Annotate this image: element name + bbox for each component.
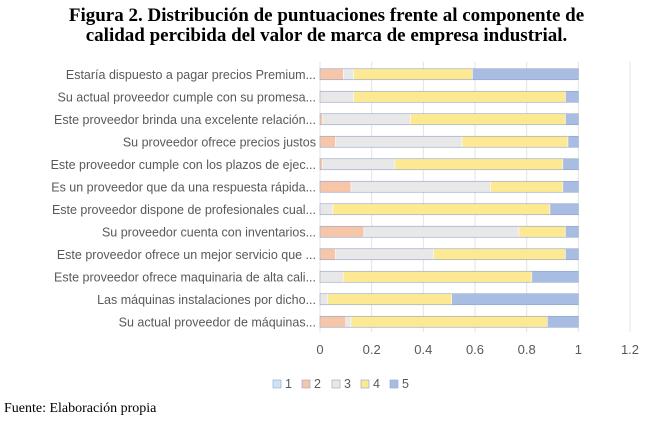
bar-segment-r8-s3 [335, 248, 434, 260]
bar-segment-r5-s5 [562, 181, 579, 193]
bar-segment-r7-s5 [565, 226, 579, 238]
bar-segment-r2-s5 [565, 113, 579, 125]
category-label-10: Las máquinas instalaciones por dicho... [97, 293, 316, 307]
bar-outline-r10 [319, 293, 579, 306]
gridlines [319, 62, 631, 332]
legend-swatch-1 [272, 379, 282, 389]
bar-segment-r4-s5 [562, 158, 579, 170]
category-label-5: Es un proveedor que da una respuesta ráp… [51, 180, 316, 194]
x-tick-label-1: 0.2 [363, 342, 381, 357]
figure-title-line-2: calidad percibida del valor de marca de … [85, 25, 568, 46]
x-tick-label-0: 0 [316, 342, 323, 357]
legend-label-5: 5 [402, 377, 409, 391]
bar-segment-r3-s5 [567, 136, 579, 148]
bar-segment-r4-s4 [394, 158, 564, 170]
bar-segment-r1-s4 [353, 91, 566, 103]
category-label-2: Este proveedor brinda una excelente rela… [54, 113, 316, 127]
bar-segment-r0-s4 [353, 68, 473, 80]
legend-label-4: 4 [373, 377, 380, 391]
bar-outline-r5 [319, 180, 579, 193]
bar-outline-r6 [319, 203, 579, 216]
bar-segment-r8-s2 [319, 248, 336, 260]
bar-outline-r1 [319, 90, 579, 103]
bar-segment-r10-s4 [327, 293, 452, 305]
bar-segment-r11-s5 [547, 316, 579, 328]
legend-label-1: 1 [285, 377, 292, 391]
bar-segment-r7-s2 [319, 226, 365, 238]
bar-outline-r3 [319, 135, 579, 148]
figure-title-line-1: Figura 2. Distribución de puntuaciones f… [68, 5, 585, 26]
bar-segment-r9-s4 [343, 271, 533, 283]
bar-segment-r1-s5 [565, 91, 579, 103]
legend-swatch-4 [360, 379, 370, 389]
x-tick-label-5: 1 [575, 342, 582, 357]
bar-segment-r7-s4 [518, 226, 566, 238]
bar-segment-r8-s5 [565, 248, 579, 260]
bar-segment-r5-s2 [319, 181, 352, 193]
x-tick-label-3: 0.6 [466, 342, 484, 357]
bars [319, 68, 579, 328]
legend-swatch-2 [301, 379, 311, 389]
bar-segment-r9-s3 [319, 271, 344, 283]
category-label-3: Su proveedor ofrece precios justos [123, 135, 316, 149]
bar-outline-r9 [319, 270, 579, 283]
stacked-bar-chart: Estaría dispuesto a pagar precios Premiu… [51, 62, 639, 391]
x-tick-label-6: 1.2 [621, 342, 639, 357]
figure-title: Figura 2. Distribución de puntuaciones f… [0, 6, 653, 46]
category-label-6: Este proveedor dispone de profesionales … [52, 203, 316, 217]
bar-segment-r1-s3 [319, 91, 354, 103]
bar-segment-r10-s5 [451, 293, 579, 305]
bar-segment-r0-s3 [343, 68, 354, 80]
bar-segment-r5-s3 [350, 181, 491, 193]
category-label-0: Estaría dispuesto a pagar precios Premiu… [66, 68, 316, 82]
bar-segment-r8-s4 [433, 248, 566, 260]
bar-segment-r4-s2 [319, 158, 323, 170]
category-label-9: Este proveedor ofrece maquinaria de alta… [54, 270, 316, 284]
bar-segment-r2-s4 [410, 113, 566, 125]
bar-segment-r2-s2 [319, 113, 323, 125]
bar-segment-r7-s3 [363, 226, 520, 238]
legend-label-2: 2 [314, 377, 321, 391]
bar-segment-r5-s4 [490, 181, 564, 193]
bar-segment-r6-s4 [332, 203, 551, 215]
bar-outline-r8 [319, 248, 579, 261]
bar-outline-r11 [319, 315, 579, 328]
bar-segment-r10-s3 [319, 293, 328, 305]
bar-segment-r4-s3 [322, 158, 396, 170]
legend-swatch-5 [389, 379, 399, 389]
bar-segment-r0-s2 [319, 68, 344, 80]
category-labels: Estaría dispuesto a pagar precios Premiu… [51, 68, 316, 330]
legend: 1 2 3 4 5 [272, 377, 409, 391]
bar-outline-r0 [319, 68, 579, 81]
bar-outline-r4 [319, 158, 579, 171]
bar-segment-r6-s5 [549, 203, 579, 215]
x-tick-label-2: 0.4 [414, 342, 432, 357]
category-label-8: Este proveedor ofrece un mejor servicio … [57, 248, 316, 262]
legend-swatch-3 [331, 379, 341, 389]
bar-segment-r11-s2 [319, 316, 347, 328]
bar-segment-r6-s3 [319, 203, 334, 215]
category-label-7: Su proveedor cuenta con inventarios... [102, 225, 316, 239]
bar-segment-r0-s5 [472, 68, 579, 80]
category-label-4: Este proveedor cumple con los plazos de … [51, 158, 316, 172]
x-tick-label-4: 0.8 [518, 342, 536, 357]
bar-segment-r9-s5 [531, 271, 579, 283]
category-label-11: Su actual proveedor de máquinas... [119, 315, 316, 329]
bar-outline-r7 [319, 225, 579, 238]
legend-label-3: 3 [344, 377, 351, 391]
x-tick-labels: 0 0.2 0.4 0.6 0.8 1 1.2 [316, 342, 639, 357]
bar-segment-r11-s4 [350, 316, 548, 328]
bar-segment-r3-s4 [461, 136, 569, 148]
bar-segment-r11-s3 [345, 316, 352, 328]
source-note: Fuente: Elaboración propia [4, 401, 157, 416]
bar-outline-r2 [319, 113, 579, 126]
bar-segment-r3-s2 [319, 136, 336, 148]
bar-segment-r3-s3 [335, 136, 463, 148]
category-label-1: Su actual proveedor cumple con su promes… [58, 90, 316, 104]
bar-segment-r2-s3 [322, 113, 411, 125]
